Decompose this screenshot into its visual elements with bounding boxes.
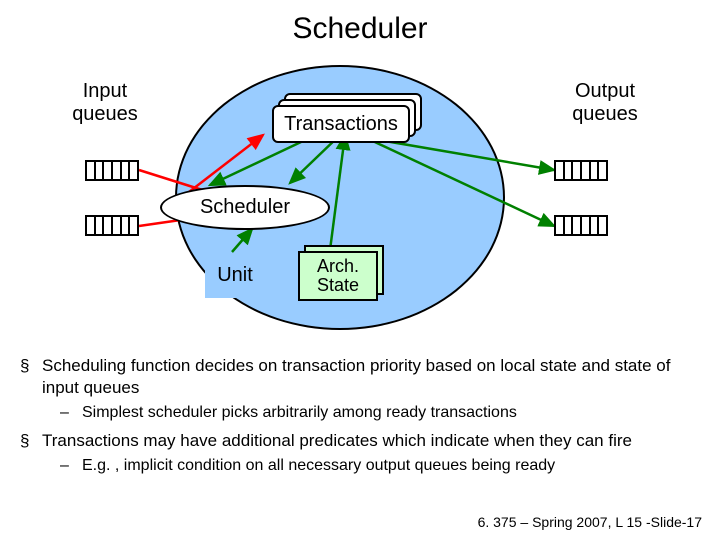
input-queue: [85, 160, 139, 181]
bullet-text: E.g. , implicit condition on all necessa…: [82, 456, 555, 477]
arch-state-line2: State: [317, 276, 359, 295]
bullet-text: Scheduling function decides on transacti…: [42, 355, 700, 399]
sub-bullet-item: – Simplest scheduler picks arbitrarily a…: [60, 403, 700, 424]
scheduler-diagram: Inputqueues Outputqueues Transactions Sc…: [0, 55, 720, 345]
bullet-item: § Transactions may have additional predi…: [20, 430, 700, 452]
bullet-marker: §: [20, 430, 42, 452]
arch-state-card-front: Arch. State: [298, 251, 378, 301]
transactions-stack: Transactions: [272, 93, 422, 143]
scheduler-ellipse: Scheduler: [160, 185, 330, 230]
output-queues-label: Outputqueues: [555, 80, 655, 126]
slide-footer: 6. 375 – Spring 2007, L 15 -Slide-17: [478, 514, 702, 530]
bullet-text: Transactions may have additional predica…: [42, 430, 632, 452]
bullet-text: Simplest scheduler picks arbitrarily amo…: [82, 403, 517, 424]
sub-bullet-item: – E.g. , implicit condition on all neces…: [60, 456, 700, 477]
output-queue: [554, 215, 608, 236]
bullet-marker: –: [60, 456, 82, 477]
transaction-card-front: Transactions: [272, 105, 410, 143]
bullet-marker: –: [60, 403, 82, 424]
bullet-list: § Scheduling function decides on transac…: [20, 355, 700, 483]
page-title: Scheduler: [0, 12, 720, 46]
input-queues-label: Inputqueues: [60, 80, 150, 126]
bullet-marker: §: [20, 355, 42, 399]
output-queue: [554, 160, 608, 181]
unit-box: Unit: [205, 253, 265, 298]
arch-state-line1: Arch.: [317, 257, 359, 276]
input-queue: [85, 215, 139, 236]
bullet-item: § Scheduling function decides on transac…: [20, 355, 700, 399]
